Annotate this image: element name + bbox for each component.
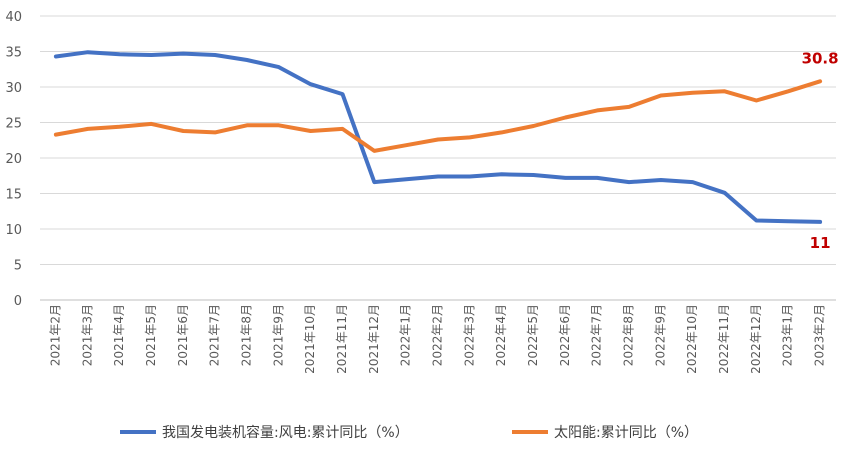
data-point	[659, 178, 663, 182]
x-tick-label: 2023年2月	[813, 304, 827, 366]
x-tick-label: 2022年9月	[653, 304, 667, 366]
x-tick-label: 2021年12月	[367, 304, 381, 374]
data-point	[86, 127, 90, 131]
data-point	[818, 79, 822, 83]
x-tick-label: 2022年3月	[462, 304, 476, 366]
end-labels: 11 30.8	[802, 49, 839, 252]
series-lines	[53, 50, 823, 224]
data-point	[563, 116, 567, 120]
x-tick-label: 2021年3月	[80, 304, 94, 366]
data-point	[818, 220, 822, 224]
x-axis-tick-labels: 2021年2月 2021年3月 2021年4月 2021年5月 2021年6月 2021年…	[48, 304, 826, 374]
data-point	[532, 173, 536, 177]
y-tick-label: 15	[5, 188, 22, 203]
gridlines	[40, 15, 836, 265]
x-tick-label: 2023年1月	[781, 304, 795, 366]
x-tick-label: 2022年11月	[717, 304, 731, 374]
data-point	[595, 176, 599, 180]
data-point	[340, 92, 344, 96]
data-point	[54, 133, 58, 137]
series-line-0	[53, 50, 823, 224]
x-tick-label: 2022年1月	[399, 304, 413, 366]
data-point	[786, 219, 790, 223]
data-point	[149, 53, 153, 57]
data-point	[181, 52, 185, 56]
data-point	[309, 129, 313, 133]
data-point	[86, 50, 90, 54]
data-point	[436, 174, 440, 178]
data-point	[627, 180, 631, 184]
legend-label: 太阳能:累计同比（%）	[554, 425, 698, 441]
x-tick-label: 2022年6月	[558, 304, 572, 366]
data-point	[786, 89, 790, 93]
x-tick-label: 2021年11月	[335, 304, 349, 374]
end-value-label: 11	[810, 234, 831, 252]
x-tick-label: 2021年8月	[239, 304, 253, 366]
data-point	[118, 125, 122, 129]
data-point	[595, 108, 599, 112]
data-point	[754, 218, 758, 222]
x-tick-label: 2022年7月	[590, 304, 604, 366]
legend-label: 我国发电装机容量:风电:累计同比（%）	[162, 424, 409, 441]
x-tick-label: 2022年5月	[526, 304, 540, 366]
data-point	[245, 58, 249, 62]
y-tick-label: 25	[5, 117, 22, 132]
x-tick-label: 2021年9月	[271, 304, 285, 366]
x-tick-label: 2021年6月	[176, 304, 190, 366]
legend: 我国发电装机容量:风电:累计同比（%） 太阳能:累计同比（%）	[120, 424, 698, 441]
y-tick-label: 5	[14, 259, 22, 274]
data-point	[436, 138, 440, 142]
x-tick-label: 2022年10月	[685, 304, 699, 374]
end-value-label: 30.8	[802, 49, 839, 67]
data-point	[54, 54, 58, 58]
y-axis-tick-labels: 0 5 10 15 20 25 30 35 40	[5, 10, 22, 309]
data-point	[723, 89, 727, 93]
data-point	[627, 105, 631, 109]
x-tick-label: 2022年12月	[749, 304, 763, 374]
x-tick-label: 2022年2月	[431, 304, 445, 366]
data-point	[149, 122, 153, 126]
data-point	[277, 65, 281, 69]
data-point	[309, 82, 313, 86]
x-tick-label: 2022年4月	[494, 304, 508, 366]
data-point	[118, 52, 122, 56]
data-point	[213, 130, 217, 134]
y-tick-label: 20	[5, 152, 22, 167]
y-tick-label: 10	[5, 223, 22, 238]
data-point	[213, 53, 217, 57]
data-point	[468, 135, 472, 139]
data-point	[659, 94, 663, 98]
data-point	[468, 174, 472, 178]
x-tick-label: 2021年7月	[208, 304, 222, 366]
data-point	[563, 176, 567, 180]
y-tick-label: 30	[5, 81, 22, 96]
y-tick-label: 0	[14, 294, 22, 309]
data-point	[500, 130, 504, 134]
data-point	[245, 123, 249, 127]
data-point	[372, 149, 376, 153]
x-tick-label: 2021年10月	[303, 304, 317, 374]
x-tick-label: 2022年8月	[622, 304, 636, 366]
x-tick-label: 2021年4月	[112, 304, 126, 366]
data-point	[691, 180, 695, 184]
data-point	[691, 91, 695, 95]
data-point	[404, 143, 408, 147]
data-point	[532, 124, 536, 128]
data-point	[181, 129, 185, 133]
y-tick-label: 35	[5, 46, 22, 61]
data-point	[340, 127, 344, 131]
data-point	[372, 180, 376, 184]
data-point	[404, 177, 408, 181]
x-tick-label: 2021年2月	[48, 304, 62, 366]
data-point	[723, 191, 727, 195]
data-point	[500, 172, 504, 176]
x-tick-label: 2021年5月	[144, 304, 158, 366]
data-point	[277, 123, 281, 127]
data-point	[754, 98, 758, 102]
y-tick-label: 40	[5, 10, 22, 25]
